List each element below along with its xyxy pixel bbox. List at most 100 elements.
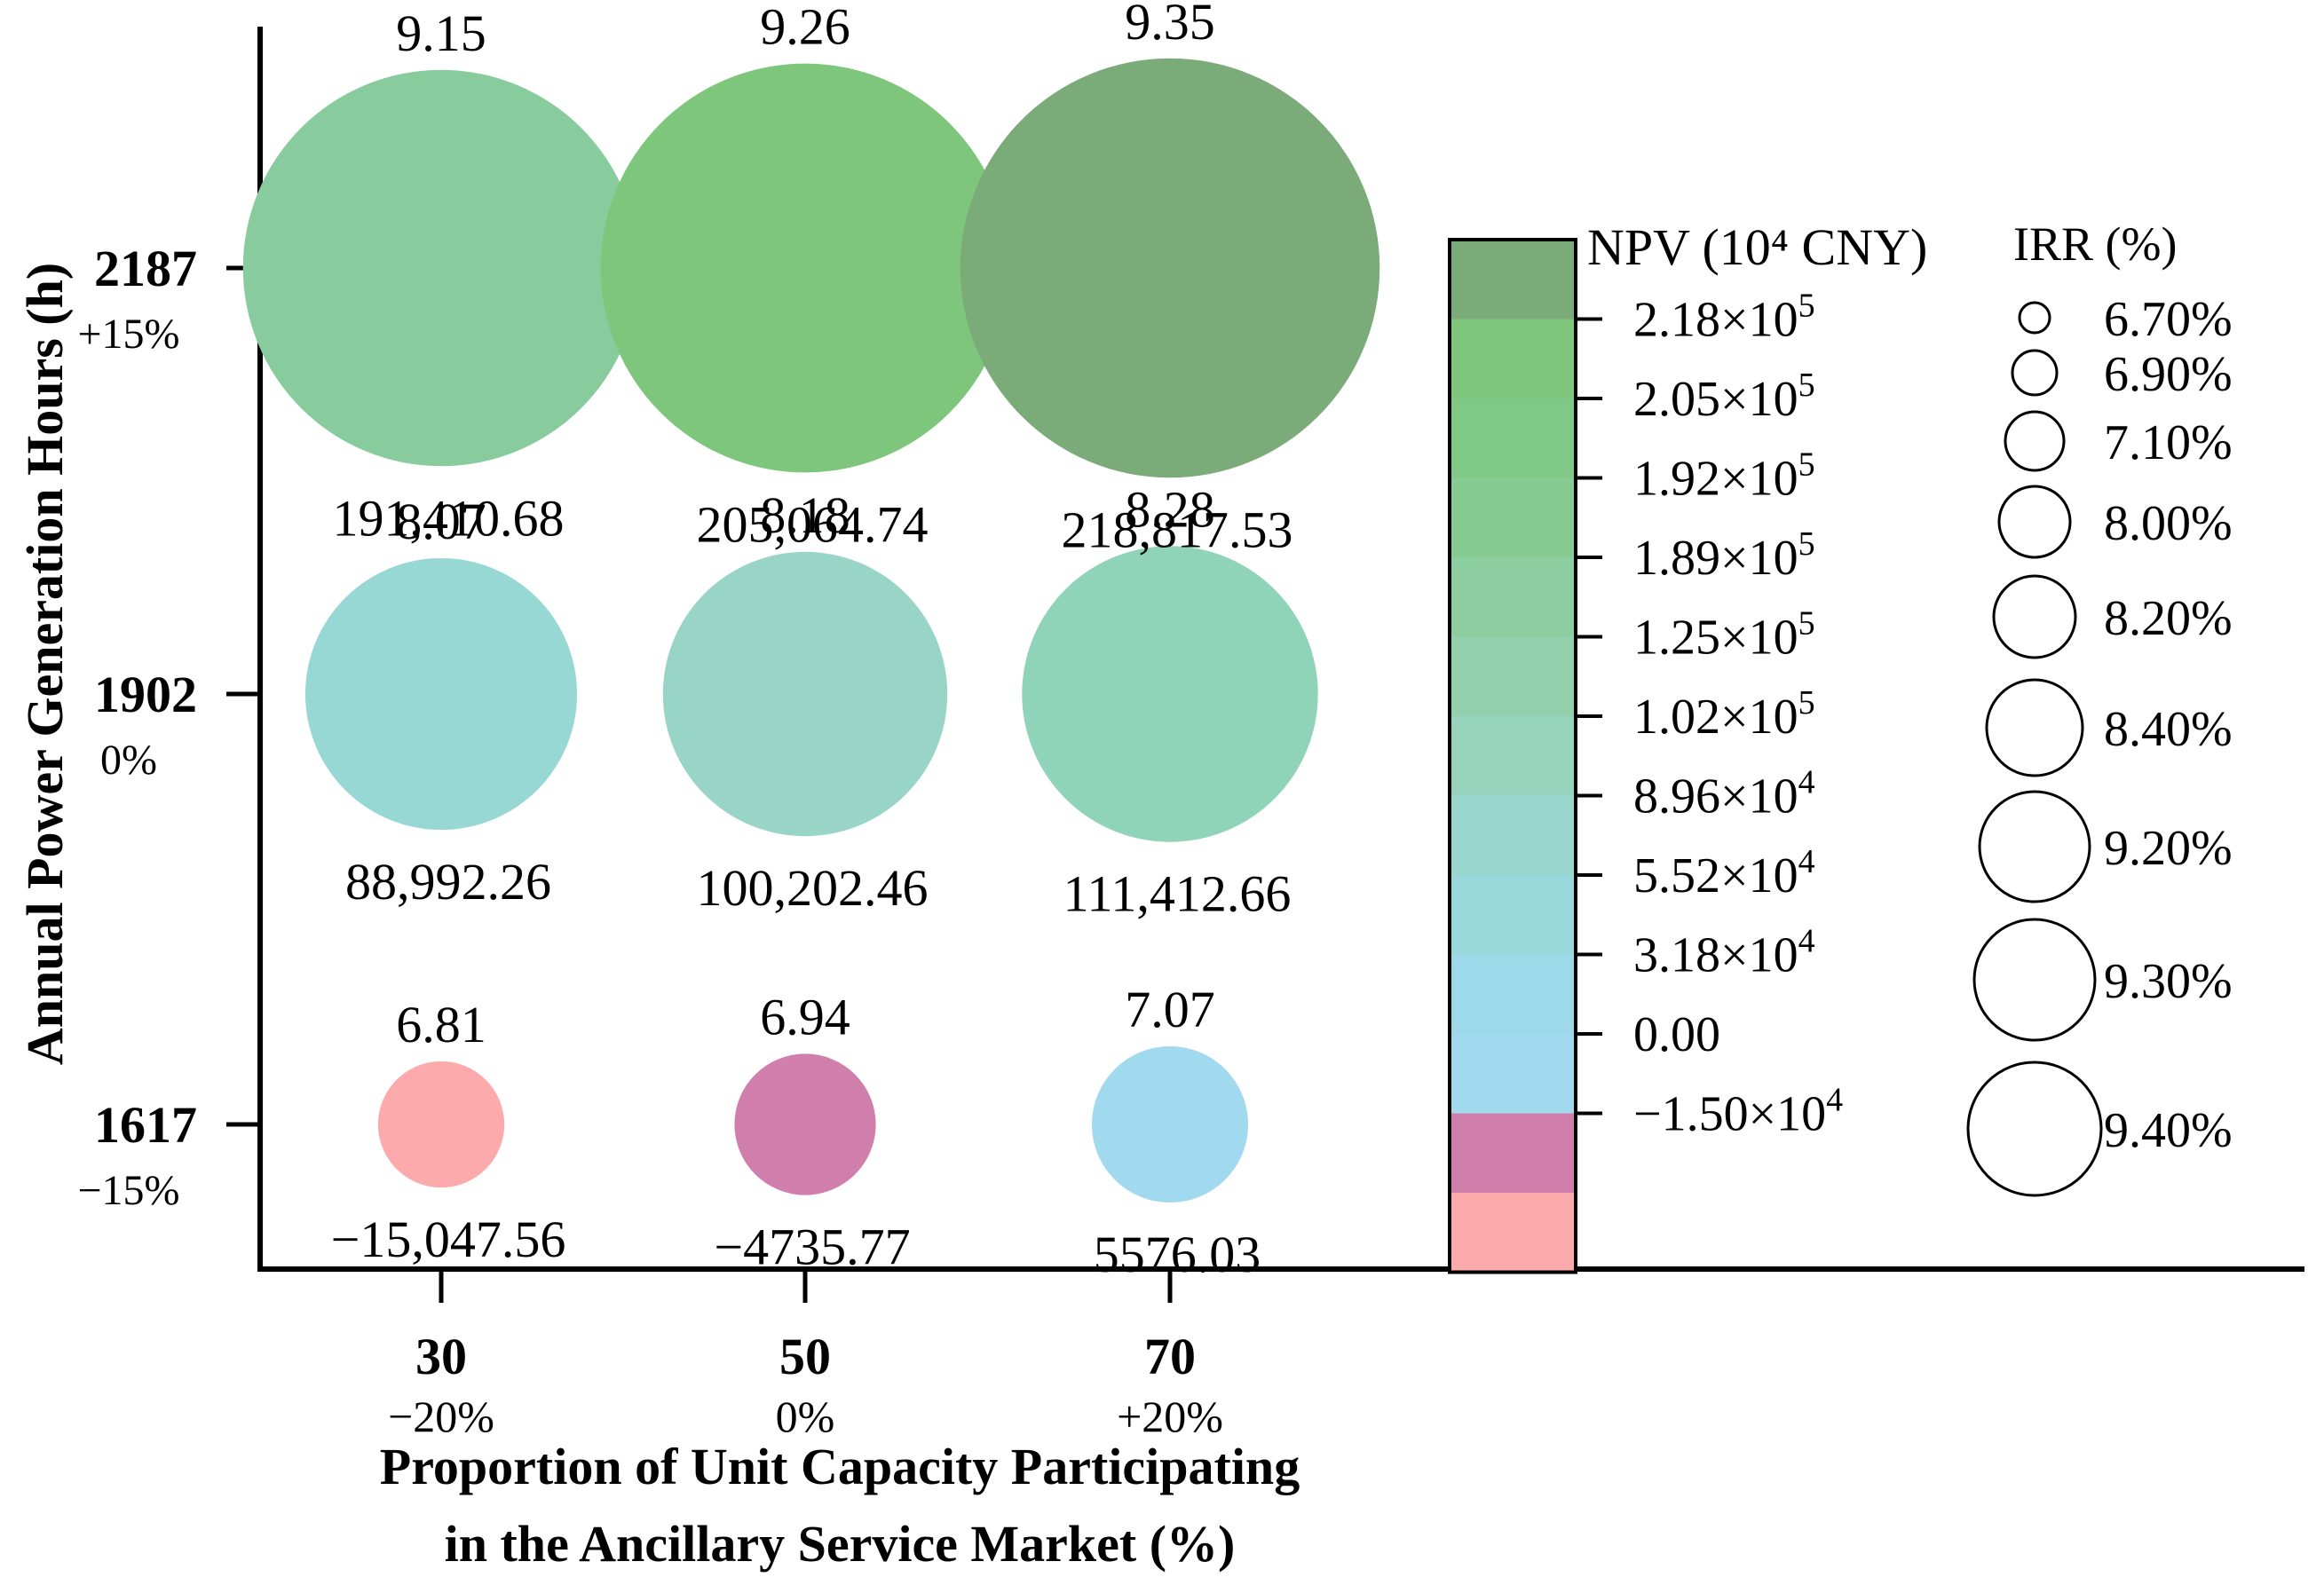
irr-label: 9.35 bbox=[1125, 0, 1215, 51]
bubble bbox=[1091, 1045, 1249, 1203]
y-tick-label: 2187 bbox=[94, 240, 197, 297]
colorbar-band bbox=[1450, 240, 1576, 319]
colorbar-tick-label: 1.25×105 bbox=[1633, 605, 1815, 666]
colorbar-tick-label: 1.89×105 bbox=[1633, 525, 1815, 586]
colorbar-tick-label: −1.50×104 bbox=[1633, 1082, 1843, 1142]
colorbar-tick-label: 2.05×105 bbox=[1633, 367, 1815, 427]
bubble bbox=[304, 557, 578, 831]
npv-label: 88,992.26 bbox=[345, 853, 551, 911]
colorbar-band bbox=[1450, 795, 1576, 876]
colorbar-tick-mantissa: 2.05×10 bbox=[1633, 372, 1798, 427]
irr-label: 9.15 bbox=[396, 4, 486, 62]
axis-ticks: 30 −20% 50 0% 70 +20% 2187 +15% 1902 0% 1617 −15% bbox=[77, 240, 1222, 1441]
size-legend-circle bbox=[2004, 410, 2066, 472]
colorbar-tick-exponent: 4 bbox=[1798, 923, 1815, 960]
colorbar-tick-exponent: 5 bbox=[1798, 367, 1815, 404]
colorbar-tick-label: 5.52×104 bbox=[1633, 843, 1815, 903]
x-axis-title-line-2: in the Ancillary Service Market (%) bbox=[445, 1515, 1236, 1573]
colorbar-band bbox=[1450, 636, 1576, 717]
irr-label: 8.18 bbox=[760, 486, 850, 544]
colorbar-tick-exponent: 5 bbox=[1798, 525, 1815, 563]
bubble bbox=[1022, 546, 1318, 842]
npv-label: −15,047.56 bbox=[331, 1211, 566, 1268]
colorbar-tick-exponent: 5 bbox=[1798, 684, 1815, 722]
colorbar-tick-label: 0.00 bbox=[1633, 1007, 1720, 1062]
colorbar-tick-mantissa: 0.00 bbox=[1633, 1007, 1720, 1062]
x-tick-label: 30 bbox=[415, 1328, 467, 1385]
colorbar-tick-label: 8.96×104 bbox=[1633, 764, 1815, 824]
size-legend-circle bbox=[1992, 574, 2077, 659]
colorbar-band bbox=[1450, 477, 1576, 558]
bubble bbox=[662, 551, 948, 837]
colorbar-band bbox=[1450, 954, 1576, 1035]
irr-label: 8.07 bbox=[396, 493, 486, 550]
colorbar-tick-mantissa: 2.18×10 bbox=[1633, 293, 1798, 348]
colorbar: 2.18×1052.05×1051.92×1051.89×1051.25×105… bbox=[1448, 238, 1843, 1274]
x-tick-change-label: 0% bbox=[776, 1392, 835, 1441]
colorbar-band bbox=[1450, 1193, 1576, 1273]
bubble bbox=[600, 63, 1010, 473]
irr-label: 8.28 bbox=[1125, 480, 1215, 538]
bubble bbox=[960, 58, 1380, 478]
colorbar-band bbox=[1450, 557, 1576, 637]
colorbar-tick-exponent: 4 bbox=[1798, 843, 1815, 880]
colorbar-band bbox=[1450, 875, 1576, 955]
colorbar-tick-mantissa: 3.18×10 bbox=[1633, 928, 1798, 983]
x-tick-label: 50 bbox=[779, 1328, 831, 1385]
y-axis-title: Annual Power Generation Hours (h) bbox=[16, 263, 74, 1065]
y-tick-change-label: 0% bbox=[100, 737, 157, 784]
colorbar-tick-label: 3.18×104 bbox=[1633, 923, 1815, 983]
bubble bbox=[242, 69, 640, 467]
size-legend-label: 8.20% bbox=[2104, 591, 2233, 646]
colorbar-band bbox=[1450, 1034, 1576, 1114]
size-legend-circle bbox=[1972, 918, 2097, 1042]
npv-label: 205,064.74 bbox=[697, 495, 929, 553]
size-legend-label: 9.20% bbox=[2104, 821, 2233, 876]
colorbar-title: NPV (10⁴ CNY) bbox=[1587, 218, 1927, 276]
irr-label: 6.81 bbox=[396, 996, 486, 1053]
size-legend-circle bbox=[1978, 790, 2091, 903]
irr-label: 6.94 bbox=[760, 988, 850, 1045]
colorbar-tick-label: 2.18×105 bbox=[1633, 288, 1815, 348]
npv-label: 111,412.66 bbox=[1063, 865, 1292, 923]
y-tick-change-label: +15% bbox=[77, 311, 179, 358]
colorbar-band bbox=[1450, 319, 1576, 399]
npv-label: −4735.77 bbox=[714, 1218, 910, 1276]
npv-label: 218,817.53 bbox=[1062, 501, 1293, 558]
irr-label: 7.07 bbox=[1125, 981, 1215, 1038]
size-legend-circle bbox=[2018, 301, 2051, 335]
size-legend-label: 8.00% bbox=[2104, 496, 2233, 551]
colorbar-tick-mantissa: 5.52×10 bbox=[1633, 848, 1798, 903]
size-legend-label: 6.70% bbox=[2104, 292, 2233, 347]
colorbar-tick-exponent: 4 bbox=[1826, 1082, 1843, 1119]
size-legend-circle bbox=[1966, 1061, 2103, 1197]
size-legend-label: 7.10% bbox=[2104, 415, 2233, 470]
size-legend-label: 8.40% bbox=[2104, 702, 2233, 757]
colorbar-band bbox=[1450, 398, 1576, 478]
size-legend-circle bbox=[1997, 485, 2072, 559]
colorbar-tick-mantissa: 8.96×10 bbox=[1633, 769, 1798, 824]
colorbar-tick-exponent: 4 bbox=[1798, 764, 1815, 801]
size-legend-circle bbox=[2011, 349, 2059, 397]
colorbar-tick-exponent: 5 bbox=[1798, 605, 1815, 643]
y-tick-change-label: −15% bbox=[77, 1167, 179, 1214]
colorbar-tick-mantissa: 1.25×10 bbox=[1633, 611, 1798, 666]
x-axis-title-line-1: Proportion of Unit Capacity Participatin… bbox=[380, 1438, 1300, 1495]
y-tick-label: 1902 bbox=[94, 666, 197, 723]
colorbar-tick-mantissa: −1.50×10 bbox=[1633, 1087, 1826, 1142]
npv-label: 5576.03 bbox=[1094, 1226, 1261, 1283]
colorbar-frame bbox=[1448, 238, 1577, 1274]
size-legend-label: 9.40% bbox=[2104, 1103, 2233, 1158]
y-tick-label: 1617 bbox=[94, 1096, 197, 1154]
npv-label: 191,410.68 bbox=[333, 489, 565, 547]
size-legend: 6.70%6.90% 7.10% 8.00% 8.20% 8.40% 9.20% 9.30%… bbox=[1966, 292, 2233, 1197]
colorbar-band bbox=[1450, 716, 1576, 796]
colorbar-tick-exponent: 5 bbox=[1798, 446, 1815, 484]
colorbar-tick-exponent: 5 bbox=[1798, 288, 1815, 325]
size-legend-label: 9.30% bbox=[2104, 954, 2233, 1009]
x-tick-change-label: +20% bbox=[1117, 1392, 1223, 1441]
bubble bbox=[377, 1061, 505, 1188]
size-legend-label: 6.90% bbox=[2104, 347, 2233, 402]
npv-label: 100,202.46 bbox=[697, 859, 929, 917]
